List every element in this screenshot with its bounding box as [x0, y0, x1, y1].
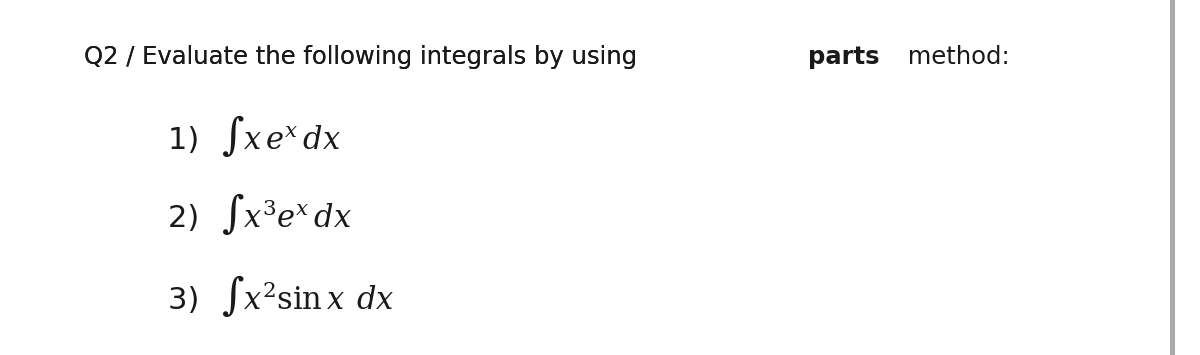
- Text: method:: method:: [900, 45, 1009, 69]
- Text: parts: parts: [808, 45, 880, 69]
- Text: $\int x^3 e^x\, dx$: $\int x^3 e^x\, dx$: [221, 191, 352, 237]
- Text: Q2 / Evaluate the following integrals by using: Q2 / Evaluate the following integrals by…: [84, 45, 644, 69]
- Text: $\int x^2 \sin x\;\, dx$: $\int x^2 \sin x\;\, dx$: [221, 273, 395, 319]
- Text: 1): 1): [168, 126, 209, 155]
- Text: 3): 3): [168, 286, 209, 315]
- Text: $\int x\, e^x\, dx$: $\int x\, e^x\, dx$: [221, 113, 341, 159]
- Text: Q2 / Evaluate the following integrals by using: Q2 / Evaluate the following integrals by…: [84, 45, 644, 69]
- Text: 2): 2): [168, 204, 209, 233]
- FancyBboxPatch shape: [1170, 0, 1175, 355]
